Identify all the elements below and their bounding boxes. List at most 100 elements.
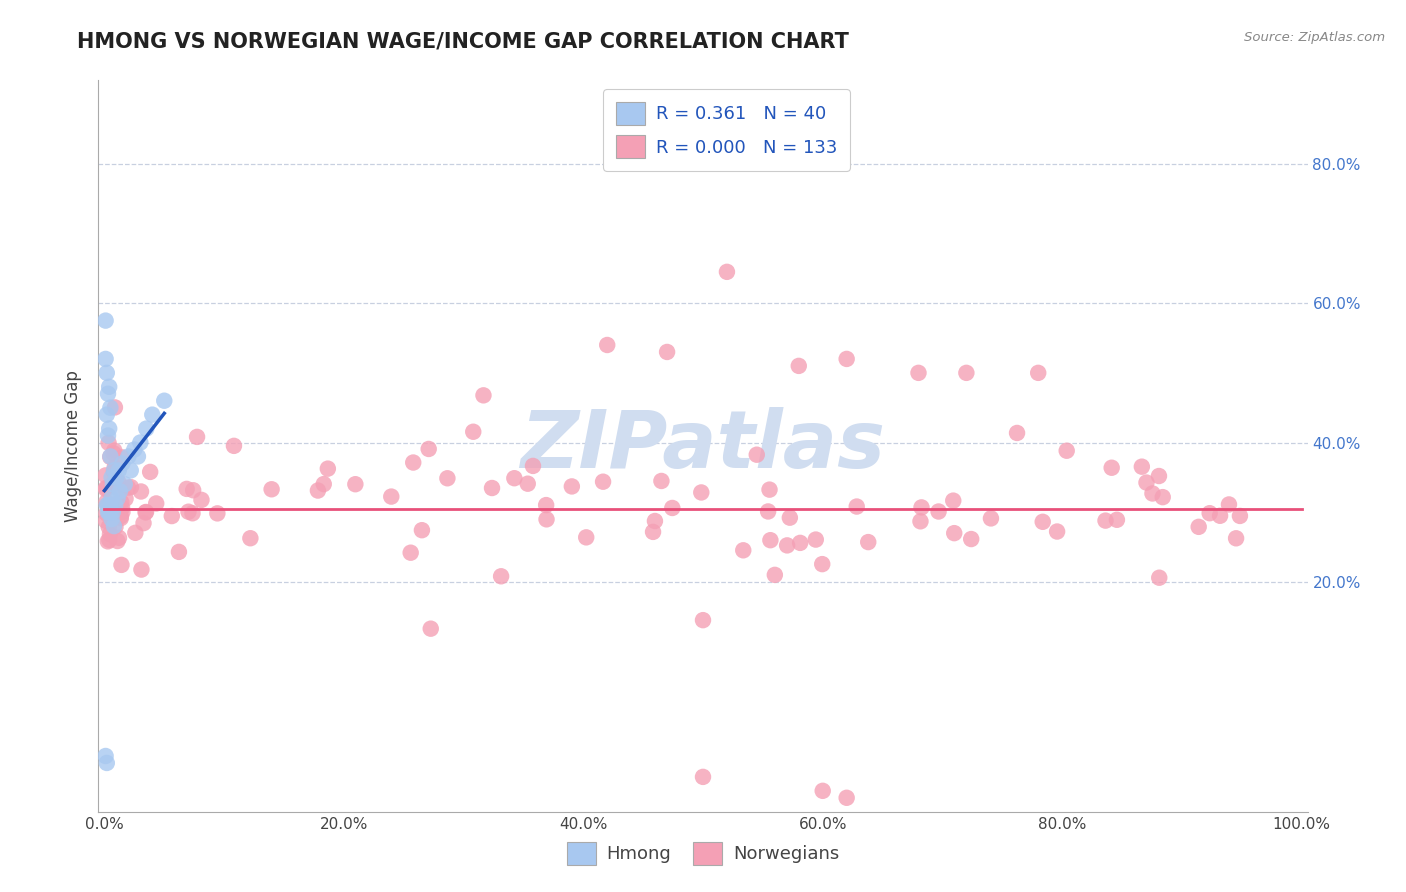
Point	[1149, 571, 1171, 585]
Point	[307, 483, 329, 498]
Point	[181, 506, 204, 520]
Point	[910, 500, 932, 515]
Point	[692, 613, 714, 627]
Point	[835, 790, 858, 805]
Point	[103, 505, 125, 519]
Point	[101, 477, 124, 491]
Point	[97, 505, 120, 519]
Point	[522, 458, 544, 473]
Point	[534, 498, 557, 512]
Point	[103, 443, 125, 458]
Point	[344, 477, 367, 491]
Point	[239, 531, 262, 545]
Point	[1005, 425, 1028, 440]
Point	[690, 485, 713, 500]
Point	[100, 498, 122, 512]
Point	[1229, 508, 1251, 523]
Point	[94, 514, 117, 528]
Point	[1046, 524, 1069, 539]
Point	[94, 313, 117, 327]
Point	[104, 480, 127, 494]
Point	[135, 505, 157, 519]
Point	[316, 461, 339, 475]
Point	[97, 435, 120, 450]
Point	[1135, 475, 1157, 490]
Point	[960, 532, 983, 546]
Point	[692, 770, 714, 784]
Point	[94, 351, 117, 366]
Point	[94, 749, 117, 764]
Point	[110, 495, 132, 509]
Point	[835, 351, 858, 366]
Point	[104, 498, 127, 512]
Point	[100, 401, 122, 415]
Point	[107, 534, 129, 549]
Point	[98, 527, 121, 541]
Point	[1188, 520, 1211, 534]
Point	[419, 622, 441, 636]
Point	[111, 450, 134, 465]
Point	[141, 408, 163, 422]
Point	[222, 439, 245, 453]
Point	[104, 520, 127, 534]
Point	[111, 500, 134, 515]
Point	[132, 516, 155, 530]
Point	[1056, 443, 1078, 458]
Point	[96, 408, 118, 422]
Point	[516, 476, 538, 491]
Point	[114, 491, 136, 506]
Point	[110, 558, 132, 572]
Point	[96, 495, 118, 509]
Point	[928, 504, 950, 518]
Point	[94, 468, 117, 483]
Point	[129, 484, 152, 499]
Point	[650, 474, 672, 488]
Point	[733, 543, 755, 558]
Point	[120, 480, 142, 494]
Point	[96, 366, 118, 380]
Point	[124, 442, 146, 457]
Point	[107, 496, 129, 510]
Point	[592, 475, 614, 489]
Point	[139, 465, 162, 479]
Point	[110, 511, 132, 525]
Point	[104, 460, 127, 475]
Point	[107, 463, 129, 477]
Legend: Hmong, Norwegians: Hmong, Norwegians	[560, 835, 846, 872]
Point	[111, 505, 134, 519]
Point	[1152, 490, 1174, 504]
Point	[758, 483, 780, 497]
Point	[120, 463, 142, 477]
Point	[108, 484, 131, 499]
Point	[260, 483, 283, 497]
Point	[845, 500, 868, 514]
Point	[811, 557, 834, 571]
Point	[145, 496, 167, 510]
Point	[943, 526, 966, 541]
Point	[135, 505, 157, 519]
Point	[561, 479, 583, 493]
Point	[481, 481, 503, 495]
Point	[436, 471, 458, 485]
Point	[103, 519, 125, 533]
Point	[190, 492, 212, 507]
Point	[111, 457, 134, 471]
Point	[980, 511, 1002, 525]
Point	[114, 477, 136, 491]
Y-axis label: Wage/Income Gap: Wage/Income Gap	[65, 370, 83, 522]
Point	[418, 442, 440, 456]
Point	[135, 421, 157, 435]
Point	[101, 505, 124, 519]
Point	[100, 505, 122, 519]
Point	[536, 512, 558, 526]
Point	[1105, 513, 1128, 527]
Point	[1147, 469, 1170, 483]
Point	[1198, 506, 1220, 520]
Point	[399, 546, 422, 560]
Point	[97, 386, 120, 401]
Point	[1130, 459, 1153, 474]
Point	[1101, 460, 1123, 475]
Point	[94, 482, 117, 496]
Point	[98, 505, 121, 519]
Point	[177, 505, 200, 519]
